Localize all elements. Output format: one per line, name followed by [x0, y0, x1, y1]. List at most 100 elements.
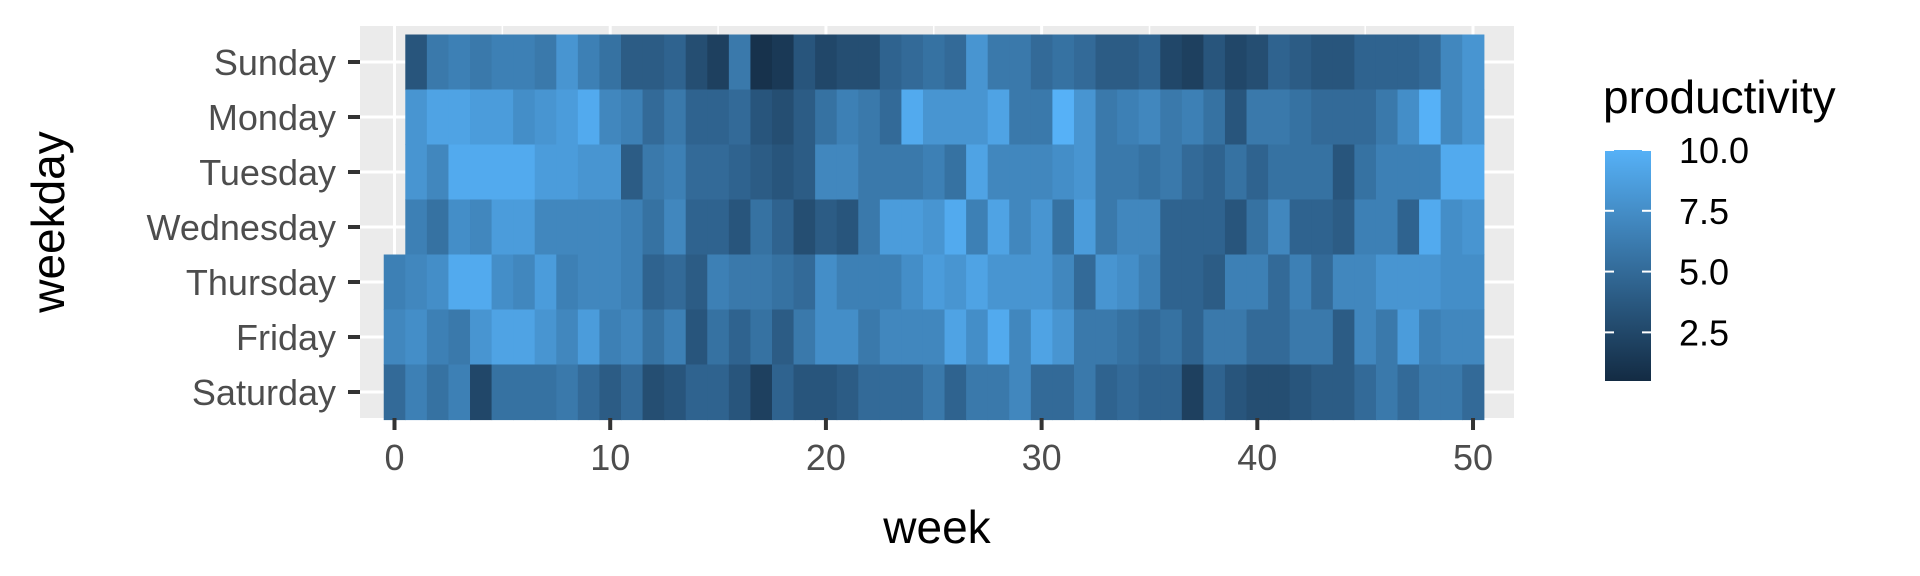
heatmap-tile	[664, 254, 687, 311]
heatmap-tile	[1354, 144, 1377, 201]
heatmap-tile	[858, 364, 881, 421]
heatmap-tile	[1462, 199, 1485, 256]
heatmap-tile	[513, 89, 536, 146]
heatmap-tile	[771, 144, 795, 201]
heatmap-tile	[901, 364, 924, 421]
heatmap-tile	[1397, 199, 1420, 256]
heatmap-tile	[1311, 199, 1334, 256]
heatmap-tile	[771, 309, 795, 366]
heatmap-tile	[836, 144, 859, 201]
heatmap-tile	[944, 89, 967, 146]
heatmap-tile	[728, 364, 752, 421]
heatmap-tile	[771, 199, 795, 256]
heatmap-tile	[1375, 144, 1399, 201]
heatmap-tile	[621, 144, 644, 201]
heatmap-tile	[1289, 89, 1312, 146]
heatmap-tile	[664, 364, 687, 421]
heatmap-tile	[836, 364, 859, 421]
heatmap-tile	[491, 364, 514, 421]
heatmap-tile	[1203, 254, 1226, 311]
heatmap-tile	[1203, 89, 1226, 146]
heatmap-tile	[1311, 364, 1334, 421]
heatmap-tile	[1117, 144, 1140, 201]
heatmap-tile	[1052, 34, 1075, 91]
heatmap-tile	[470, 199, 493, 256]
heatmap-tile	[1375, 309, 1399, 366]
heatmap-tile	[426, 199, 450, 256]
heatmap-tile	[1268, 364, 1291, 421]
heatmap-tile	[771, 364, 795, 421]
heatmap-tile	[987, 254, 1010, 311]
heatmap-tile	[1375, 89, 1399, 146]
heatmap-tile	[1246, 144, 1269, 201]
heatmap-tile	[728, 34, 752, 91]
heatmap-tile	[534, 199, 557, 256]
legend-color-bar	[1605, 150, 1651, 381]
heatmap-tile	[513, 364, 536, 421]
heatmap-tile	[1181, 144, 1204, 201]
heatmap-tile	[448, 89, 471, 146]
heatmap-tile	[1332, 34, 1355, 91]
heatmap-tile	[750, 309, 773, 366]
heatmap-tile	[987, 34, 1010, 91]
y-tick-label: Monday	[208, 97, 336, 138]
heatmap-tile	[1073, 254, 1097, 311]
heatmap-tile	[750, 89, 773, 146]
heatmap-tile	[793, 309, 816, 366]
heatmap-tile	[1095, 34, 1118, 91]
heatmap-tile	[1246, 309, 1269, 366]
heatmap-tile	[1289, 254, 1312, 311]
heatmap-tile	[966, 364, 989, 421]
heatmap-tile	[1375, 364, 1399, 421]
heatmap-tile	[922, 144, 946, 201]
heatmap-tile	[491, 199, 514, 256]
heatmap-tile	[1440, 309, 1463, 366]
heatmap-tile	[1095, 89, 1118, 146]
heatmap-tile	[491, 34, 514, 91]
heatmap-tile	[1289, 34, 1312, 91]
heatmap-tile	[685, 144, 708, 201]
heatmap-tile	[1203, 34, 1226, 91]
heatmap-tile	[534, 144, 557, 201]
heatmap-tile	[470, 34, 493, 91]
heatmap-tile	[707, 199, 730, 256]
heatmap-tile	[1224, 89, 1248, 146]
heatmap-tile	[556, 199, 579, 256]
heatmap-tile	[815, 309, 838, 366]
heatmap-tile	[1397, 34, 1420, 91]
heatmap-tile	[1246, 254, 1269, 311]
heatmap-tile	[448, 254, 471, 311]
heatmap-tile	[1203, 144, 1226, 201]
heatmap-tile	[771, 34, 795, 91]
heatmap-tile	[1160, 309, 1183, 366]
x-axis-title: week	[882, 501, 991, 553]
heatmap-tile	[556, 254, 579, 311]
heatmap-tile	[922, 89, 946, 146]
heatmap-tile	[405, 34, 428, 91]
heatmap-tile	[1052, 309, 1075, 366]
heatmap-tile	[1073, 144, 1097, 201]
y-tick-label: Saturday	[192, 372, 336, 413]
heatmap-tile	[879, 364, 903, 421]
heatmap-tile	[513, 144, 536, 201]
heatmap-tile	[491, 144, 514, 201]
heatmap-tile	[621, 34, 644, 91]
heatmap-tile	[879, 34, 903, 91]
heatmap-tile	[987, 199, 1010, 256]
heatmap-tile	[901, 89, 924, 146]
heatmap-tile	[836, 34, 859, 91]
heatmap-tile	[1268, 34, 1291, 91]
heatmap-tile	[685, 89, 708, 146]
heatmap-tile	[1117, 199, 1140, 256]
heatmap-tile	[1268, 309, 1291, 366]
heatmap-tile	[534, 89, 557, 146]
heatmap-tile	[836, 89, 859, 146]
heatmap-tile	[1095, 254, 1118, 311]
heatmap-tile	[1181, 199, 1204, 256]
heatmap-tile	[1397, 364, 1420, 421]
heatmap-tile	[1375, 34, 1399, 91]
heatmap-tile	[879, 309, 903, 366]
heatmap-tile	[1419, 199, 1442, 256]
heatmap-tile	[426, 309, 450, 366]
